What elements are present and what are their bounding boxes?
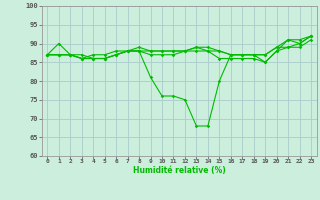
X-axis label: Humidité relative (%): Humidité relative (%) [133,166,226,175]
